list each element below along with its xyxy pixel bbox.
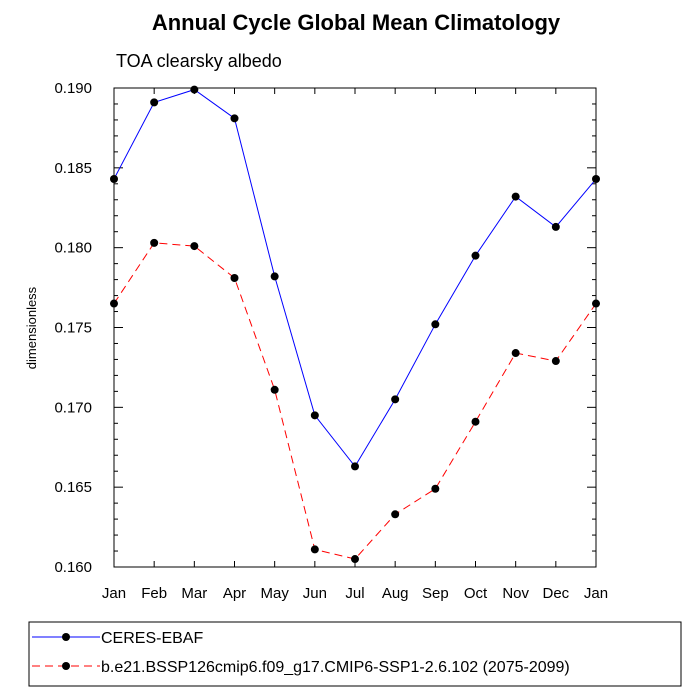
series-0-point — [551, 222, 560, 231]
x-tick-label: May — [260, 585, 289, 602]
series-1-point — [511, 349, 520, 358]
x-tick-label: Jul — [345, 585, 364, 602]
series-0-point — [511, 192, 520, 201]
series-0-point — [471, 251, 480, 260]
series-1-point — [551, 357, 560, 366]
series-1-point — [351, 555, 359, 564]
series-1-point — [471, 417, 480, 426]
series-1-point — [150, 238, 159, 247]
legend-label-model: b.e21.BSSP126cmip6.f09_g17.CMIP6-SSP1-2.… — [101, 659, 570, 676]
y-tick-label: 0.160 — [54, 559, 92, 576]
legend-marker-ceres — [62, 633, 70, 641]
series-1-point — [310, 545, 319, 554]
series-0-point — [351, 462, 359, 471]
series-0-point — [150, 98, 159, 107]
series-0-point — [592, 175, 600, 184]
x-tick-label: Aug — [382, 585, 409, 602]
legend-label-ceres: CERES-EBAF — [101, 630, 203, 647]
series-0-point — [310, 411, 319, 420]
y-tick-label: 0.190 — [54, 80, 92, 97]
series-0-point — [270, 272, 279, 281]
x-tick-label: Oct — [464, 585, 488, 602]
x-tick-label: Jan — [102, 585, 126, 602]
chart-title: Annual Cycle Global Mean Climatology — [152, 10, 561, 35]
series-0-point — [230, 114, 239, 123]
x-tick-label: Feb — [141, 585, 167, 602]
y-tick-label: 0.180 — [54, 240, 92, 257]
y-tick-label: 0.165 — [54, 479, 92, 496]
series-1-point — [230, 274, 239, 283]
series-0-point — [431, 320, 440, 329]
chart-subtitle: TOA clearsky albedo — [116, 51, 282, 71]
series-0-point — [391, 395, 400, 404]
series-1-point — [190, 242, 199, 251]
x-tick-label: Apr — [223, 585, 246, 602]
series-1-point — [110, 299, 118, 308]
series-1-point — [270, 385, 279, 394]
x-tick-label: Jun — [303, 585, 327, 602]
y-axis-title: dimensionless — [24, 286, 39, 369]
y-tick-label: 0.170 — [54, 399, 92, 416]
series-line-1 — [113, 242, 597, 560]
x-tick-label: Mar — [181, 585, 207, 602]
x-tick-label: Sep — [422, 585, 449, 602]
series-layer — [110, 85, 600, 564]
legend-marker-model — [62, 662, 70, 670]
legend-box — [28, 621, 682, 687]
x-tick-label: Nov — [502, 585, 529, 602]
series-0-point — [110, 175, 118, 184]
y-tick-label: 0.185 — [54, 160, 92, 177]
x-tick-label: Jan — [584, 585, 608, 602]
axis-ticks: Jan Feb Mar Apr May Jun Jul Aug Sep Oct Nov Dec Jan 0… — [54, 80, 608, 602]
legend: CERES-EBAF b.e21.BSSP126cmip6.f09_g17.CM… — [28, 621, 682, 687]
series-0-point — [190, 85, 199, 94]
series-line-0 — [113, 89, 597, 468]
series-1-point — [391, 510, 400, 519]
y-tick-label: 0.175 — [54, 320, 92, 337]
plot-frame — [113, 87, 597, 568]
series-1-point — [431, 484, 440, 493]
series-1-point — [592, 299, 600, 308]
x-tick-label: Dec — [542, 585, 569, 602]
